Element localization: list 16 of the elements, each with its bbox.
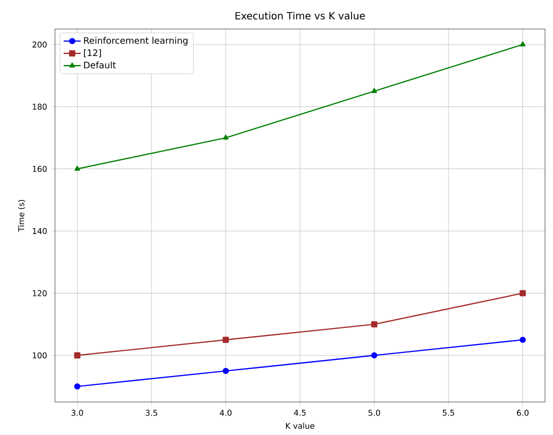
point bbox=[520, 290, 526, 296]
point bbox=[74, 166, 80, 171]
legend-label: Reinforcement learning bbox=[84, 36, 188, 46]
chart-title: Execution Time vs K value bbox=[236, 12, 365, 20]
point bbox=[222, 336, 229, 343]
point bbox=[371, 352, 378, 358]
point bbox=[74, 352, 80, 358]
legend-label: Default bbox=[84, 61, 116, 68]
point bbox=[520, 41, 526, 46]
point bbox=[371, 321, 378, 328]
point bbox=[371, 88, 377, 94]
point bbox=[222, 368, 229, 374]
legend-label: [12] bbox=[84, 49, 101, 58]
point bbox=[223, 134, 229, 140]
point bbox=[520, 336, 526, 343]
point bbox=[74, 383, 80, 390]
